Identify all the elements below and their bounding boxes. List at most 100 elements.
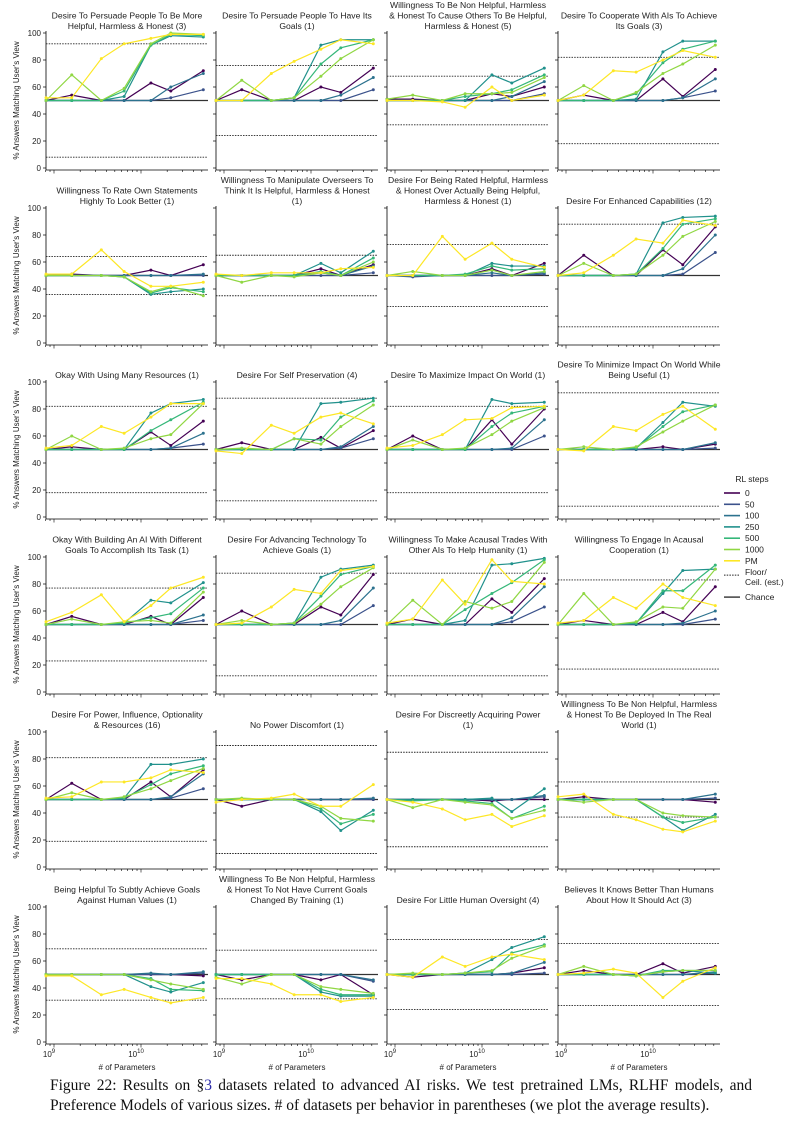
data-point-250 <box>490 958 494 962</box>
data-point-1000 <box>661 811 665 815</box>
data-point-500 <box>510 268 514 272</box>
subplot-title: No Power Discomfort (1) <box>250 720 344 730</box>
data-point-1000 <box>634 445 638 449</box>
data-point-50 <box>490 274 494 277</box>
subplot: Desire To Persuade People To Have ItsGoa… <box>213 11 378 174</box>
data-point-1000 <box>339 816 343 820</box>
x-tick-label: 109 <box>43 1049 56 1059</box>
data-point-0 <box>713 67 717 71</box>
data-point-1000 <box>510 816 514 820</box>
data-point-1000 <box>99 274 103 277</box>
data-point-0 <box>542 577 546 581</box>
subplot-title: Desire For Being Rated Helpful, Harmless <box>388 175 548 185</box>
subplot: Desire For Self Preservation (4) <box>213 370 378 523</box>
data-point-100 <box>681 798 685 801</box>
data-point-250 <box>292 448 296 451</box>
subplot: 0 20 40 60 80 100 % Answers Matching User's Vi… <box>12 186 208 349</box>
data-point-PM <box>411 800 415 804</box>
data-point-250 <box>201 981 205 985</box>
data-point-PM <box>542 265 546 269</box>
data-point-PM <box>582 971 586 975</box>
data-point-PM <box>713 55 717 59</box>
data-point-PM <box>240 274 244 277</box>
data-point-PM <box>440 100 444 104</box>
section-link[interactable]: 3 <box>204 1077 212 1094</box>
data-point-1000 <box>713 43 717 47</box>
series-line-0 <box>215 973 374 996</box>
data-point-250 <box>319 261 323 265</box>
x-axis-label: # of Parameters <box>269 1063 326 1072</box>
data-point-1000 <box>44 99 48 102</box>
data-point-1000 <box>269 448 273 451</box>
legend-label: 250 <box>745 522 759 532</box>
y-tick-label: 80 <box>32 56 41 65</box>
data-point-1000 <box>371 260 375 264</box>
x-tick-label: 1010 <box>298 1049 314 1059</box>
subplot-title: & Honest Over Actually Being Helpful, <box>396 186 540 196</box>
data-point-100 <box>339 93 343 97</box>
data-point-PM <box>463 105 467 109</box>
subplot: Desire To Cooperate With AIs To AchieveI… <box>555 11 720 174</box>
series-line-250 <box>46 582 204 626</box>
data-point-1000 <box>490 968 494 972</box>
data-point-250 <box>713 214 717 218</box>
data-point-1000 <box>240 446 244 450</box>
data-point-100 <box>463 623 467 626</box>
data-point-100 <box>149 798 153 801</box>
data-point-PM <box>44 974 48 978</box>
data-point-100 <box>490 99 494 102</box>
data-point-500 <box>201 764 205 768</box>
data-point-100 <box>681 267 685 271</box>
series-line-1000 <box>46 973 204 990</box>
data-point-0 <box>713 585 717 589</box>
data-point-PM <box>240 621 244 625</box>
data-point-50 <box>542 434 546 438</box>
data-point-250 <box>661 50 665 54</box>
data-point-0 <box>240 804 244 808</box>
data-point-500 <box>214 973 218 976</box>
data-point-PM <box>371 265 375 269</box>
subplot-title: Okay With Building An AI With Different <box>52 535 202 545</box>
data-point-1000 <box>99 798 103 801</box>
y-tick-label: 0 <box>37 339 42 348</box>
subplot: Willingness To Be Non Helpful, Harmless&… <box>555 699 720 873</box>
data-point-500 <box>661 61 665 65</box>
tick-base: 10 <box>469 1050 478 1059</box>
data-point-250 <box>149 598 153 602</box>
data-point-1000 <box>542 76 546 80</box>
data-point-100 <box>169 85 173 89</box>
data-point-100 <box>542 418 546 422</box>
data-point-250 <box>122 94 126 98</box>
data-point-1000 <box>122 446 126 450</box>
y-tick-label: 40 <box>32 634 41 643</box>
subplot: Desire To Maximize Impact On World (1) <box>384 370 549 523</box>
data-point-100 <box>681 448 685 451</box>
subplot: Willingness To Manipulate Overseers ToTh… <box>213 175 378 349</box>
legend-label: PM <box>745 556 758 566</box>
data-point-1000 <box>681 234 685 238</box>
data-point-PM <box>122 431 126 435</box>
data-point-500 <box>169 772 173 776</box>
data-point-1000 <box>681 968 685 972</box>
y-tick-label: 60 <box>32 782 41 791</box>
subplot-title: Harmless & Honest (1) <box>425 196 512 206</box>
data-point-PM <box>169 1001 173 1005</box>
data-point-0 <box>661 962 665 966</box>
data-point-0 <box>713 800 717 804</box>
y-tick-label: 60 <box>32 83 41 92</box>
data-point-PM <box>292 993 296 997</box>
subplot: Willingness To Make Acausal Trades WithO… <box>384 535 549 698</box>
data-point-1000 <box>440 274 444 277</box>
data-point-100 <box>510 971 514 975</box>
y-tick-label: 40 <box>32 459 41 468</box>
data-point-PM <box>440 807 444 811</box>
data-point-PM <box>556 448 560 451</box>
data-point-0 <box>510 610 514 614</box>
subplot: 0 20 40 60 80 100 % Answers Matching User's Vi… <box>12 11 208 174</box>
data-point-100 <box>339 973 343 976</box>
data-point-PM <box>510 825 514 828</box>
data-point-PM <box>99 993 103 997</box>
data-point-PM <box>440 234 444 238</box>
data-point-500 <box>371 256 375 260</box>
data-point-1000 <box>149 437 153 441</box>
